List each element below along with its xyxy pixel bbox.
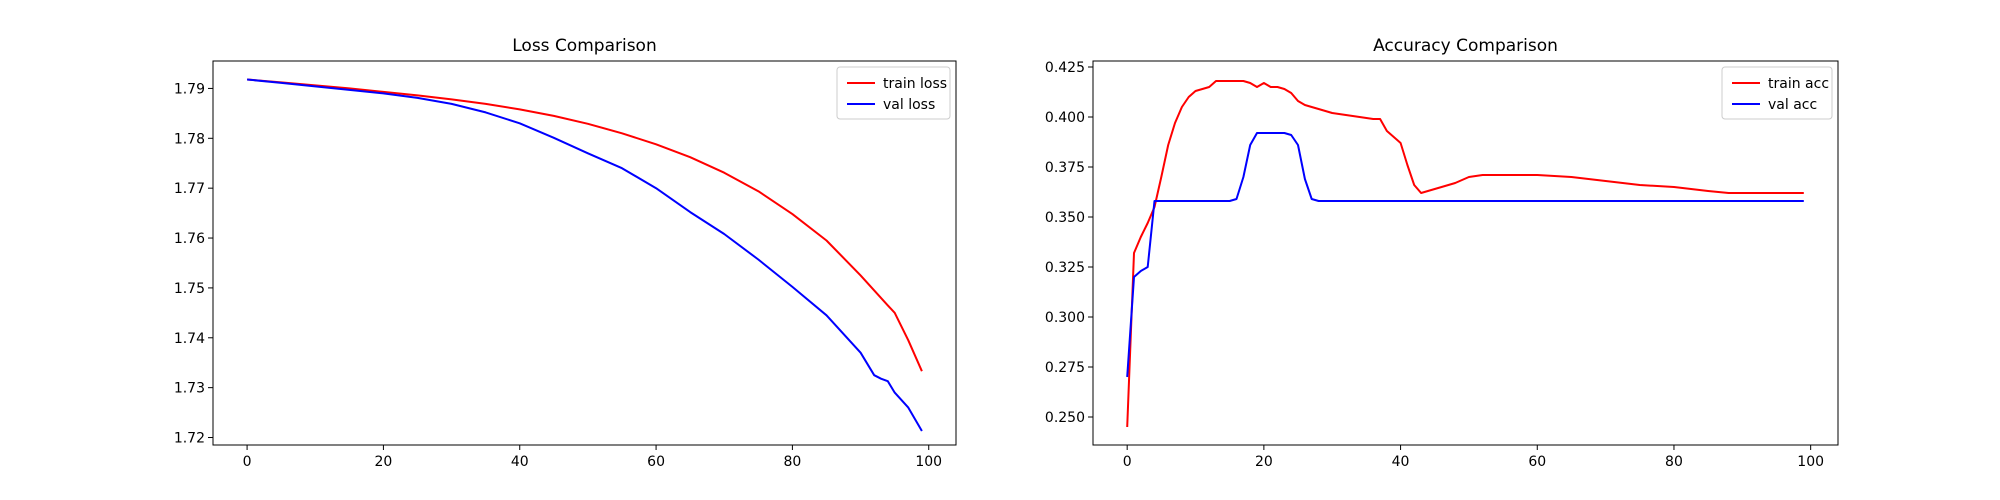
loss-y-tick-label: 1.74 bbox=[174, 331, 205, 347]
accuracy-x-tick-label: 80 bbox=[1665, 454, 1683, 470]
accuracy-y-tick-label: 0.250 bbox=[1045, 410, 1085, 426]
accuracy-plot-frame bbox=[1092, 60, 1839, 446]
loss-y-tick-label: 1.75 bbox=[174, 281, 205, 297]
loss-y-tick-label: 1.73 bbox=[174, 381, 205, 397]
loss-x-tick-label: 0 bbox=[243, 454, 252, 470]
accuracy-y-tick-label: 0.400 bbox=[1045, 110, 1085, 126]
accuracy-comparison-chart: Accuracy Comparison 0 20 40 60 80 100 0.250 0.27… bbox=[1045, 36, 1839, 470]
loss-y-tick-label: 1.76 bbox=[174, 231, 205, 247]
accuracy-x-tick-label: 40 bbox=[1392, 454, 1410, 470]
accuracy-y-tick-label: 0.275 bbox=[1045, 360, 1085, 376]
accuracy-x-tick-label: 0 bbox=[1123, 454, 1132, 470]
val-loss-line bbox=[247, 78, 923, 432]
train-loss-legend-label: train loss bbox=[883, 76, 947, 92]
accuracy-chart-title: Accuracy Comparison bbox=[1373, 36, 1558, 56]
loss-x-tick-label: 20 bbox=[374, 454, 392, 470]
train-loss-line bbox=[247, 78, 923, 372]
loss-y-tick-label: 1.77 bbox=[174, 181, 205, 197]
loss-plot-frame bbox=[212, 60, 957, 446]
accuracy-x-tick-label: 100 bbox=[1797, 454, 1824, 470]
accuracy-x-tick-label: 60 bbox=[1528, 454, 1546, 470]
accuracy-y-tick-label: 0.325 bbox=[1045, 260, 1085, 276]
loss-y-tick-label: 1.78 bbox=[174, 131, 205, 147]
train-acc-legend-label: train acc bbox=[1768, 76, 1829, 92]
train-acc-line bbox=[1126, 80, 1804, 428]
accuracy-y-tick-label: 0.425 bbox=[1045, 60, 1085, 76]
val-acc-line bbox=[1126, 132, 1804, 378]
accuracy-y-tick-label: 0.350 bbox=[1045, 210, 1085, 226]
accuracy-legend-box bbox=[1721, 66, 1833, 120]
loss-x-tick-label: 40 bbox=[511, 454, 529, 470]
loss-chart-title: Loss Comparison bbox=[512, 36, 656, 56]
val-loss-legend-label: val loss bbox=[883, 97, 935, 113]
accuracy-y-tick-label: 0.375 bbox=[1045, 160, 1085, 176]
loss-x-tick-label: 100 bbox=[915, 454, 942, 470]
loss-x-tick-label: 60 bbox=[647, 454, 665, 470]
loss-x-tick-label: 80 bbox=[783, 454, 801, 470]
loss-legend: train loss val loss bbox=[836, 66, 951, 120]
loss-comparison-chart: Loss Comparison 0 20 40 60 80 100 1.72 1.73 1.74 1… bbox=[174, 36, 957, 470]
val-acc-legend-label: val acc bbox=[1768, 97, 1817, 113]
accuracy-x-tick-label: 20 bbox=[1255, 454, 1273, 470]
loss-y-tick-label: 1.79 bbox=[174, 81, 205, 97]
accuracy-y-tick-label: 0.300 bbox=[1045, 310, 1085, 326]
loss-y-tick-label: 1.72 bbox=[174, 431, 205, 447]
loss-legend-box bbox=[836, 66, 951, 120]
accuracy-legend: train acc val acc bbox=[1721, 66, 1833, 120]
